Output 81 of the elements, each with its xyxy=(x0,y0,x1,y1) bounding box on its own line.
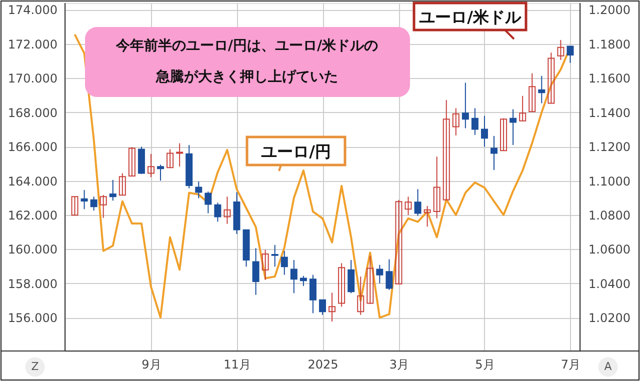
candlestick xyxy=(480,115,488,148)
candlestick xyxy=(71,196,78,216)
candlestick xyxy=(147,153,154,178)
candlestick xyxy=(471,108,478,136)
y-tick-label: 1.0800 xyxy=(588,208,630,222)
candlestick xyxy=(366,255,374,304)
candlestick xyxy=(424,205,431,228)
candlestick xyxy=(510,108,517,146)
y2-tick-label: 158.000 xyxy=(8,276,58,291)
candlestick xyxy=(462,82,469,129)
candlestick xyxy=(566,46,574,64)
candlestick xyxy=(157,164,164,182)
y2-tick-label: 160.000 xyxy=(8,242,58,257)
candlestick xyxy=(452,108,460,136)
y-tick-label: 1.0200 xyxy=(588,311,630,326)
y2-tick-label: 168.000 xyxy=(8,106,58,120)
candlestick xyxy=(328,292,336,322)
candlestick xyxy=(500,118,508,152)
candlestick xyxy=(262,249,269,280)
candlestick xyxy=(118,172,126,196)
candlestick xyxy=(357,276,364,316)
x-tick-label: 7月 xyxy=(560,358,581,372)
y-tick-label: 1.1800 xyxy=(588,37,630,52)
candlestick xyxy=(166,148,174,168)
candlestick xyxy=(195,181,202,199)
candlestick xyxy=(138,146,145,174)
candlestick xyxy=(90,196,98,212)
candlestick xyxy=(319,299,326,316)
y2-tick-label: 170.000 xyxy=(8,72,58,86)
y2-tick-label: 174.000 xyxy=(8,3,58,18)
y2-tick-label: 166.000 xyxy=(8,140,58,154)
candlestick xyxy=(442,100,450,200)
candlestick xyxy=(176,142,184,168)
candlestick xyxy=(386,258,393,290)
x-tick-label: 5月 xyxy=(475,358,495,372)
y-tick-label: 1.0600 xyxy=(588,242,630,257)
candlestick xyxy=(490,135,498,170)
candlestick xyxy=(109,179,116,202)
candlestick xyxy=(414,188,422,216)
candlestick xyxy=(100,194,107,218)
candlestick xyxy=(538,75,546,104)
candlestick xyxy=(557,39,564,60)
x-tick-label: 2025 xyxy=(308,358,338,372)
y-tick-label: 1.0400 xyxy=(588,276,630,291)
candlestick xyxy=(252,248,260,296)
candlestick xyxy=(395,199,402,284)
candlestick xyxy=(376,264,384,284)
text: ユーロ/米ドル xyxy=(419,8,522,26)
candlestick xyxy=(309,274,316,314)
x-tick-label: 9月 xyxy=(142,358,162,372)
candlestick xyxy=(128,146,136,176)
y2-tick-label: 164.000 xyxy=(8,174,58,188)
text: A xyxy=(604,360,612,373)
candlestick xyxy=(528,72,536,112)
series-label: ユーロ/円 xyxy=(261,142,331,161)
y2-tick-label: 172.000 xyxy=(8,37,58,52)
y2-tick-label: 156.000 xyxy=(8,311,58,326)
y-tick-label: 1.1000 xyxy=(588,174,630,188)
y-tick-label: 1.1200 xyxy=(588,140,630,154)
candlestick xyxy=(80,190,88,210)
candlestick xyxy=(290,259,298,294)
candlestick xyxy=(348,259,355,294)
candlestick xyxy=(433,156,440,219)
annotation: 今年前半のユーロ/円は、ユーロ/米ドルの急騰が大きく押し上げていた xyxy=(114,38,378,85)
x-tick-label: 3月 xyxy=(389,358,410,372)
text: Z xyxy=(31,360,40,373)
candlestick xyxy=(204,191,212,214)
candlestick xyxy=(300,275,307,286)
candlestick xyxy=(271,244,278,268)
y-tick-label: 1.1400 xyxy=(588,106,630,120)
y-tick-label: 1.2000 xyxy=(588,3,630,18)
y-tick-label: 1.1600 xyxy=(588,72,630,86)
candlestick xyxy=(548,52,555,104)
candlestick xyxy=(280,250,288,276)
candlestick xyxy=(519,95,526,122)
candlestick xyxy=(338,262,346,308)
candlestick xyxy=(214,202,222,222)
x-tick-label: 11月 xyxy=(224,358,251,372)
y2-tick-label: 162.000 xyxy=(8,208,58,222)
candlestick xyxy=(224,196,231,224)
candlestick xyxy=(404,196,412,216)
